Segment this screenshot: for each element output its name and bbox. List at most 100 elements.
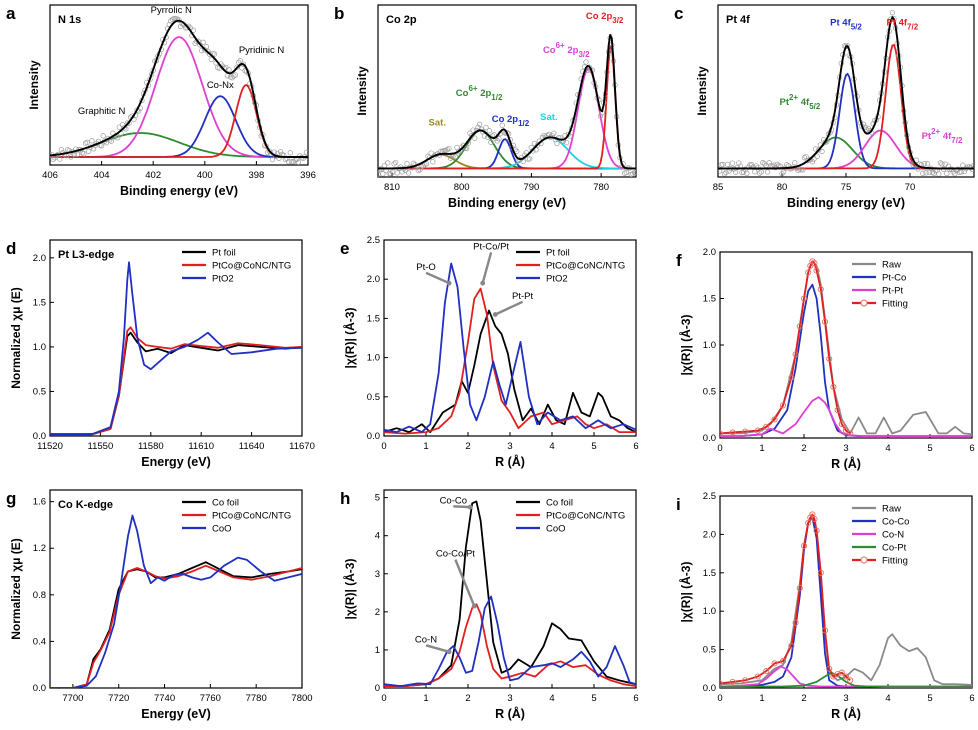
y-tick-label: 0.0	[33, 683, 46, 694]
annotation: Sat.	[429, 117, 446, 128]
x-tick-label: 2	[801, 443, 806, 454]
legend-entry: Co-N	[882, 530, 904, 541]
series-co-pt	[720, 671, 972, 688]
x-tick-label: 5	[591, 441, 596, 452]
y-axis-label: Intensity	[27, 60, 41, 110]
annotation-arrow	[481, 252, 493, 284]
legend-entry: CoO	[546, 524, 566, 535]
x-tick-label: 400	[197, 170, 213, 181]
legend-entry: CoO	[212, 524, 232, 535]
legend-entry: Pt foil	[546, 248, 570, 259]
x-tick-label: 7720	[108, 693, 129, 704]
series-raw	[720, 260, 972, 436]
x-tick-label: 11670	[289, 441, 315, 452]
legend: Co foil PtCo@CoNC/NTG CoO	[182, 498, 291, 535]
x-tick-label: 7780	[246, 693, 267, 704]
x-axis-label: Binding energy (eV)	[787, 196, 905, 210]
y-tick-label: 0.4	[33, 636, 46, 647]
annotation: Pt-O	[416, 262, 436, 273]
y-tick-label: 1.0	[33, 342, 46, 353]
x-tick-label: 1	[759, 693, 764, 704]
x-tick-label: 404	[94, 170, 110, 181]
legend: Raw Co-Co Co-N Co-Pt Fitting	[852, 504, 909, 567]
panel-title: Co 2p	[386, 14, 417, 26]
x-tick-label: 1	[759, 443, 764, 454]
annotation: Co 2p1/2	[492, 114, 530, 128]
plot-frame	[717, 4, 975, 178]
y-tick-label: 0.0	[703, 683, 716, 694]
y-tick-label: 1.5	[703, 568, 716, 579]
series-envelope	[50, 19, 308, 158]
y-tick-label: 0.8	[33, 590, 46, 601]
x-axis-label: Energy (eV)	[141, 455, 210, 469]
panel-a: 406 404 402 400 398 396 Binding energy (eV) Int…	[6, 4, 316, 198]
x-tick-label: 5	[591, 693, 596, 704]
legend-entry: Raw	[882, 504, 901, 515]
annotation: Co-Nx	[207, 80, 234, 91]
x-tick-label: 4	[885, 443, 890, 454]
x-tick-label: 80	[777, 182, 788, 193]
series-pt-foil	[384, 309, 636, 433]
series-fitting	[720, 260, 851, 435]
y-tick-label: 2	[375, 607, 380, 618]
x-tick-label: 6	[969, 443, 974, 454]
series-coo	[50, 514, 302, 688]
x-tick-label: 6	[633, 693, 638, 704]
panel-title: Pt L3-edge	[58, 249, 114, 261]
panel-letter: b	[334, 4, 344, 23]
plot-frame	[49, 489, 303, 689]
series-co-foil	[384, 500, 636, 687]
x-tick-label: 0	[717, 443, 722, 454]
y-axis-label: |χ(R)| (Å-3)	[678, 315, 693, 376]
series-raw	[720, 514, 972, 686]
series-pt2-4f7-2	[718, 129, 974, 170]
annotation: Pt 4f7/2	[886, 18, 918, 32]
series-fitting	[720, 513, 851, 685]
y-tick-label: 0.0	[33, 431, 46, 442]
x-tick-label: 790	[523, 182, 539, 193]
y-tick-label: 1.5	[33, 297, 46, 308]
legend-entry: Co-Co	[882, 517, 909, 528]
panel-title: N 1s	[58, 14, 81, 26]
x-axis-label: Energy (eV)	[141, 707, 210, 721]
panel-letter: d	[6, 239, 16, 258]
legend-entry: Pt-Co	[882, 273, 906, 284]
legend: Pt foil PtCo@CoNC/NTG PtO2	[516, 248, 625, 285]
y-tick-label: 0.0	[703, 433, 716, 444]
y-tick-label: 1.5	[367, 313, 380, 324]
x-tick-label: 402	[145, 170, 161, 181]
annotation: Graphitic N	[78, 106, 126, 117]
raw-data-points	[718, 10, 974, 177]
panel-b: 810 800 790 780 Binding energy (eV) Intensity…	[334, 4, 637, 210]
y-axis-label: |χ(R)| (Å-3)	[342, 308, 357, 369]
y-tick-label: 1	[375, 645, 380, 656]
panel-h: 0 1 2 3 4 5 6 0 1 2 3 4 5 R (Å) |χ(R)| (Å-3) h Co foil Pt…	[340, 489, 639, 721]
annotation: Sat.	[540, 112, 557, 123]
panel-title: Pt 4f	[726, 14, 750, 26]
annotation: Co6+ 2p3/2	[543, 41, 590, 59]
y-tick-label: 0.5	[703, 645, 716, 656]
plot-frame	[377, 4, 637, 178]
y-tick-label: 1.0	[703, 340, 716, 351]
x-tick-label: 7760	[200, 693, 221, 704]
series-co-2p3-2	[378, 44, 636, 170]
annotation-arrow	[425, 271, 450, 285]
series-co-n	[720, 665, 972, 688]
annotation: Co-Co	[440, 495, 467, 506]
x-tick-label: 3	[843, 443, 848, 454]
y-axis-label: |χ(R)| (Å-3)	[342, 559, 357, 620]
plot-frame	[49, 239, 303, 437]
y-axis-label: Normalized χμ (E)	[9, 287, 23, 389]
series-ptco-conc-ntg	[384, 603, 636, 687]
x-tick-label: 0	[381, 441, 386, 452]
annotation-arrow	[454, 559, 476, 607]
annotation: Pt-Co/Pt	[473, 241, 509, 252]
series-pt-pt	[720, 396, 972, 437]
x-axis-label: R (Å)	[831, 456, 861, 471]
x-tick-label: 11580	[138, 441, 164, 452]
plot-frame	[49, 4, 309, 166]
y-tick-label: 2.0	[367, 274, 380, 285]
x-tick-label: 5	[927, 443, 932, 454]
x-tick-label: 398	[248, 170, 264, 181]
legend-entry: Pt-Pt	[882, 286, 903, 297]
